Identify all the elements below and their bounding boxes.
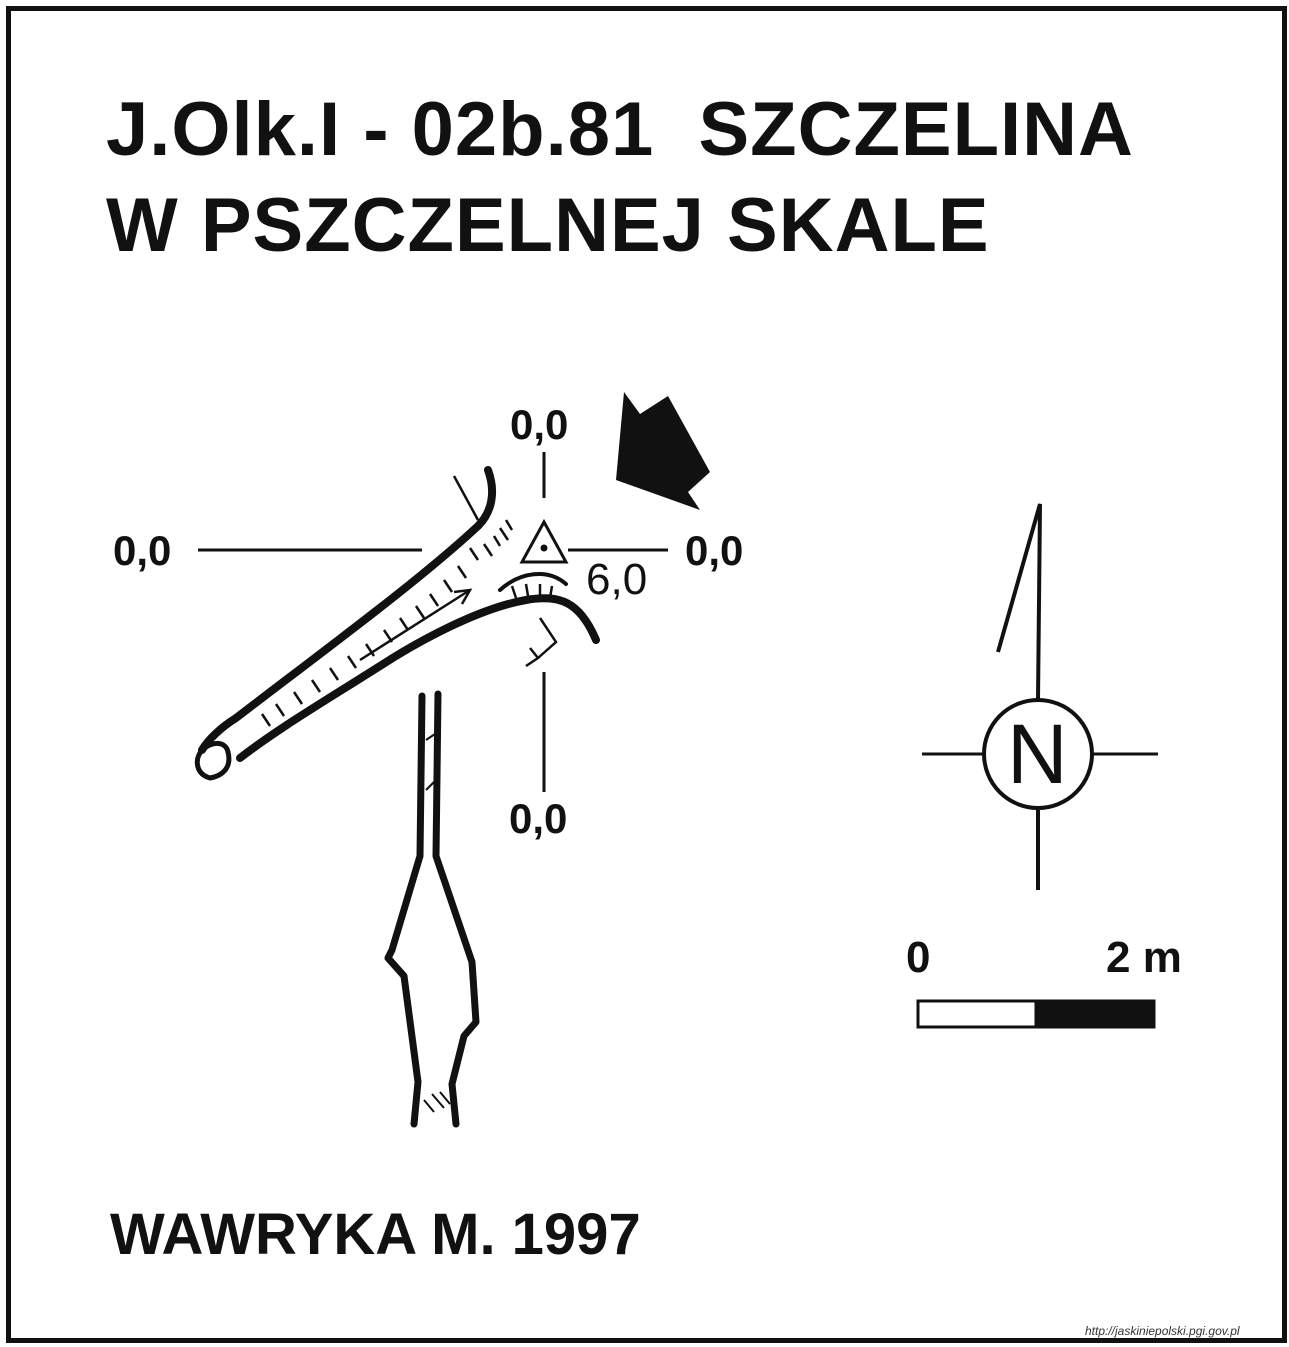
section-label-top: 0,0	[510, 401, 569, 448]
north-arrow-needle-icon	[996, 503, 1042, 701]
cross-section-lines	[198, 452, 668, 792]
source-url[interactable]: http://jaskiniepolski.pgi.gov.pl	[1085, 1324, 1240, 1338]
slope-arrow-icon	[359, 588, 473, 662]
cave-inner-ledge	[498, 571, 568, 592]
section-label-right: 0,0	[685, 527, 744, 574]
scale-bar-white-segment	[916, 999, 1038, 1029]
depth-label: 6,0	[586, 555, 648, 604]
map-title-line2: W PSZCZELNEJ SKALE	[106, 183, 990, 268]
author-credit: WAWRYKA M. 1997	[110, 1202, 641, 1267]
cave-wall-upper	[198, 466, 497, 754]
cave-wall-lower	[236, 594, 600, 762]
shaft-wall-right	[432, 690, 480, 1128]
floor-hatching	[260, 519, 554, 727]
entrance-arrow-icon	[616, 392, 710, 510]
station-pointer	[452, 475, 480, 521]
shaft-wall-left	[384, 692, 426, 1128]
cave-end-block	[194, 741, 232, 781]
scale-bar-black-segment	[1034, 999, 1156, 1029]
scale-label-end: 2 m	[1106, 933, 1182, 982]
north-arrow	[922, 503, 1158, 890]
survey-station-icon	[519, 518, 569, 564]
scale-label-start: 0	[906, 933, 931, 982]
map-frame	[6, 6, 1287, 1343]
section-label-left: 0,0	[113, 527, 172, 574]
map-title-line1: J.Olk.I - 02b.81 SZCZELINA	[106, 87, 1134, 172]
cave-outline	[194, 466, 600, 781]
section-label-bottom: 0,0	[509, 795, 568, 842]
north-letter: N	[1007, 707, 1068, 801]
depth-marker-line	[525, 617, 558, 668]
scale-bar	[916, 999, 1156, 1029]
shaft-hatching	[423, 731, 451, 1113]
shaft-profile	[384, 690, 480, 1128]
